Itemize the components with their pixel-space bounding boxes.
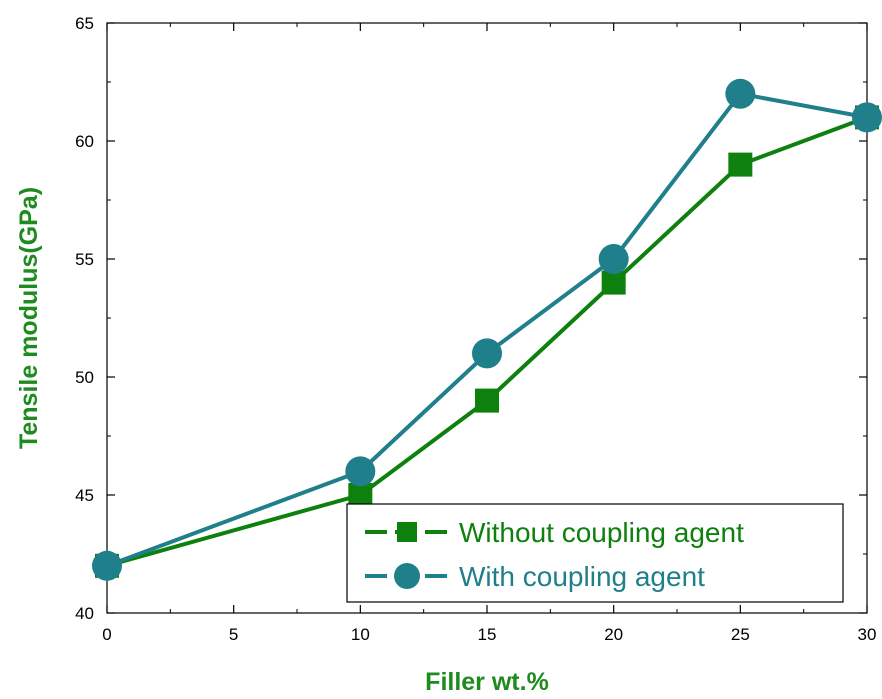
circle-marker [725,78,756,109]
circle-marker [598,244,629,274]
y-tick-label: 55 [75,250,94,269]
legend-box [346,503,844,603]
square-marker [348,483,373,507]
legend-entry: With coupling agent [365,561,705,592]
x-tick-label: 15 [478,625,497,644]
y-axis-title: Tensile modulus(GPa) [15,187,43,449]
legend-entry: Without coupling agent [365,517,744,548]
series-line [106,115,868,568]
square-marker [728,152,753,177]
circle-marker [472,338,502,369]
axis-ticks: 0 5 10 15 20 25 30 40 45 50 55 60 65 [75,14,876,644]
y-tick-label: 45 [75,486,94,505]
square-marker [601,270,626,295]
square-marker [475,388,499,413]
series-line [106,91,868,568]
y-tick-label: 50 [75,368,94,387]
x-tick-label: 20 [604,625,623,644]
x-tick-label: 10 [351,625,370,644]
x-tick-label: 5 [229,625,238,644]
x-tick-label: 30 [858,625,877,644]
y-tick-label: 65 [75,14,94,33]
legend-square-marker [397,522,417,542]
y-tick-label: 60 [75,132,94,151]
x-tick-label: 0 [102,625,111,644]
x-axis-title: Filler wt.% [425,668,549,696]
legend-label: With coupling agent [459,561,705,592]
series-layer [92,78,882,581]
legend-circle-marker [394,563,420,589]
y-tick-label: 40 [75,604,94,623]
legend-label: Without coupling agent [459,517,744,548]
x-tick-label: 25 [731,625,750,644]
circle-marker [852,102,882,133]
circle-marker [345,456,376,487]
series-with-coupling [92,78,882,581]
legend: Without coupling agent With coupling agen… [346,503,844,603]
circle-marker [92,550,122,581]
